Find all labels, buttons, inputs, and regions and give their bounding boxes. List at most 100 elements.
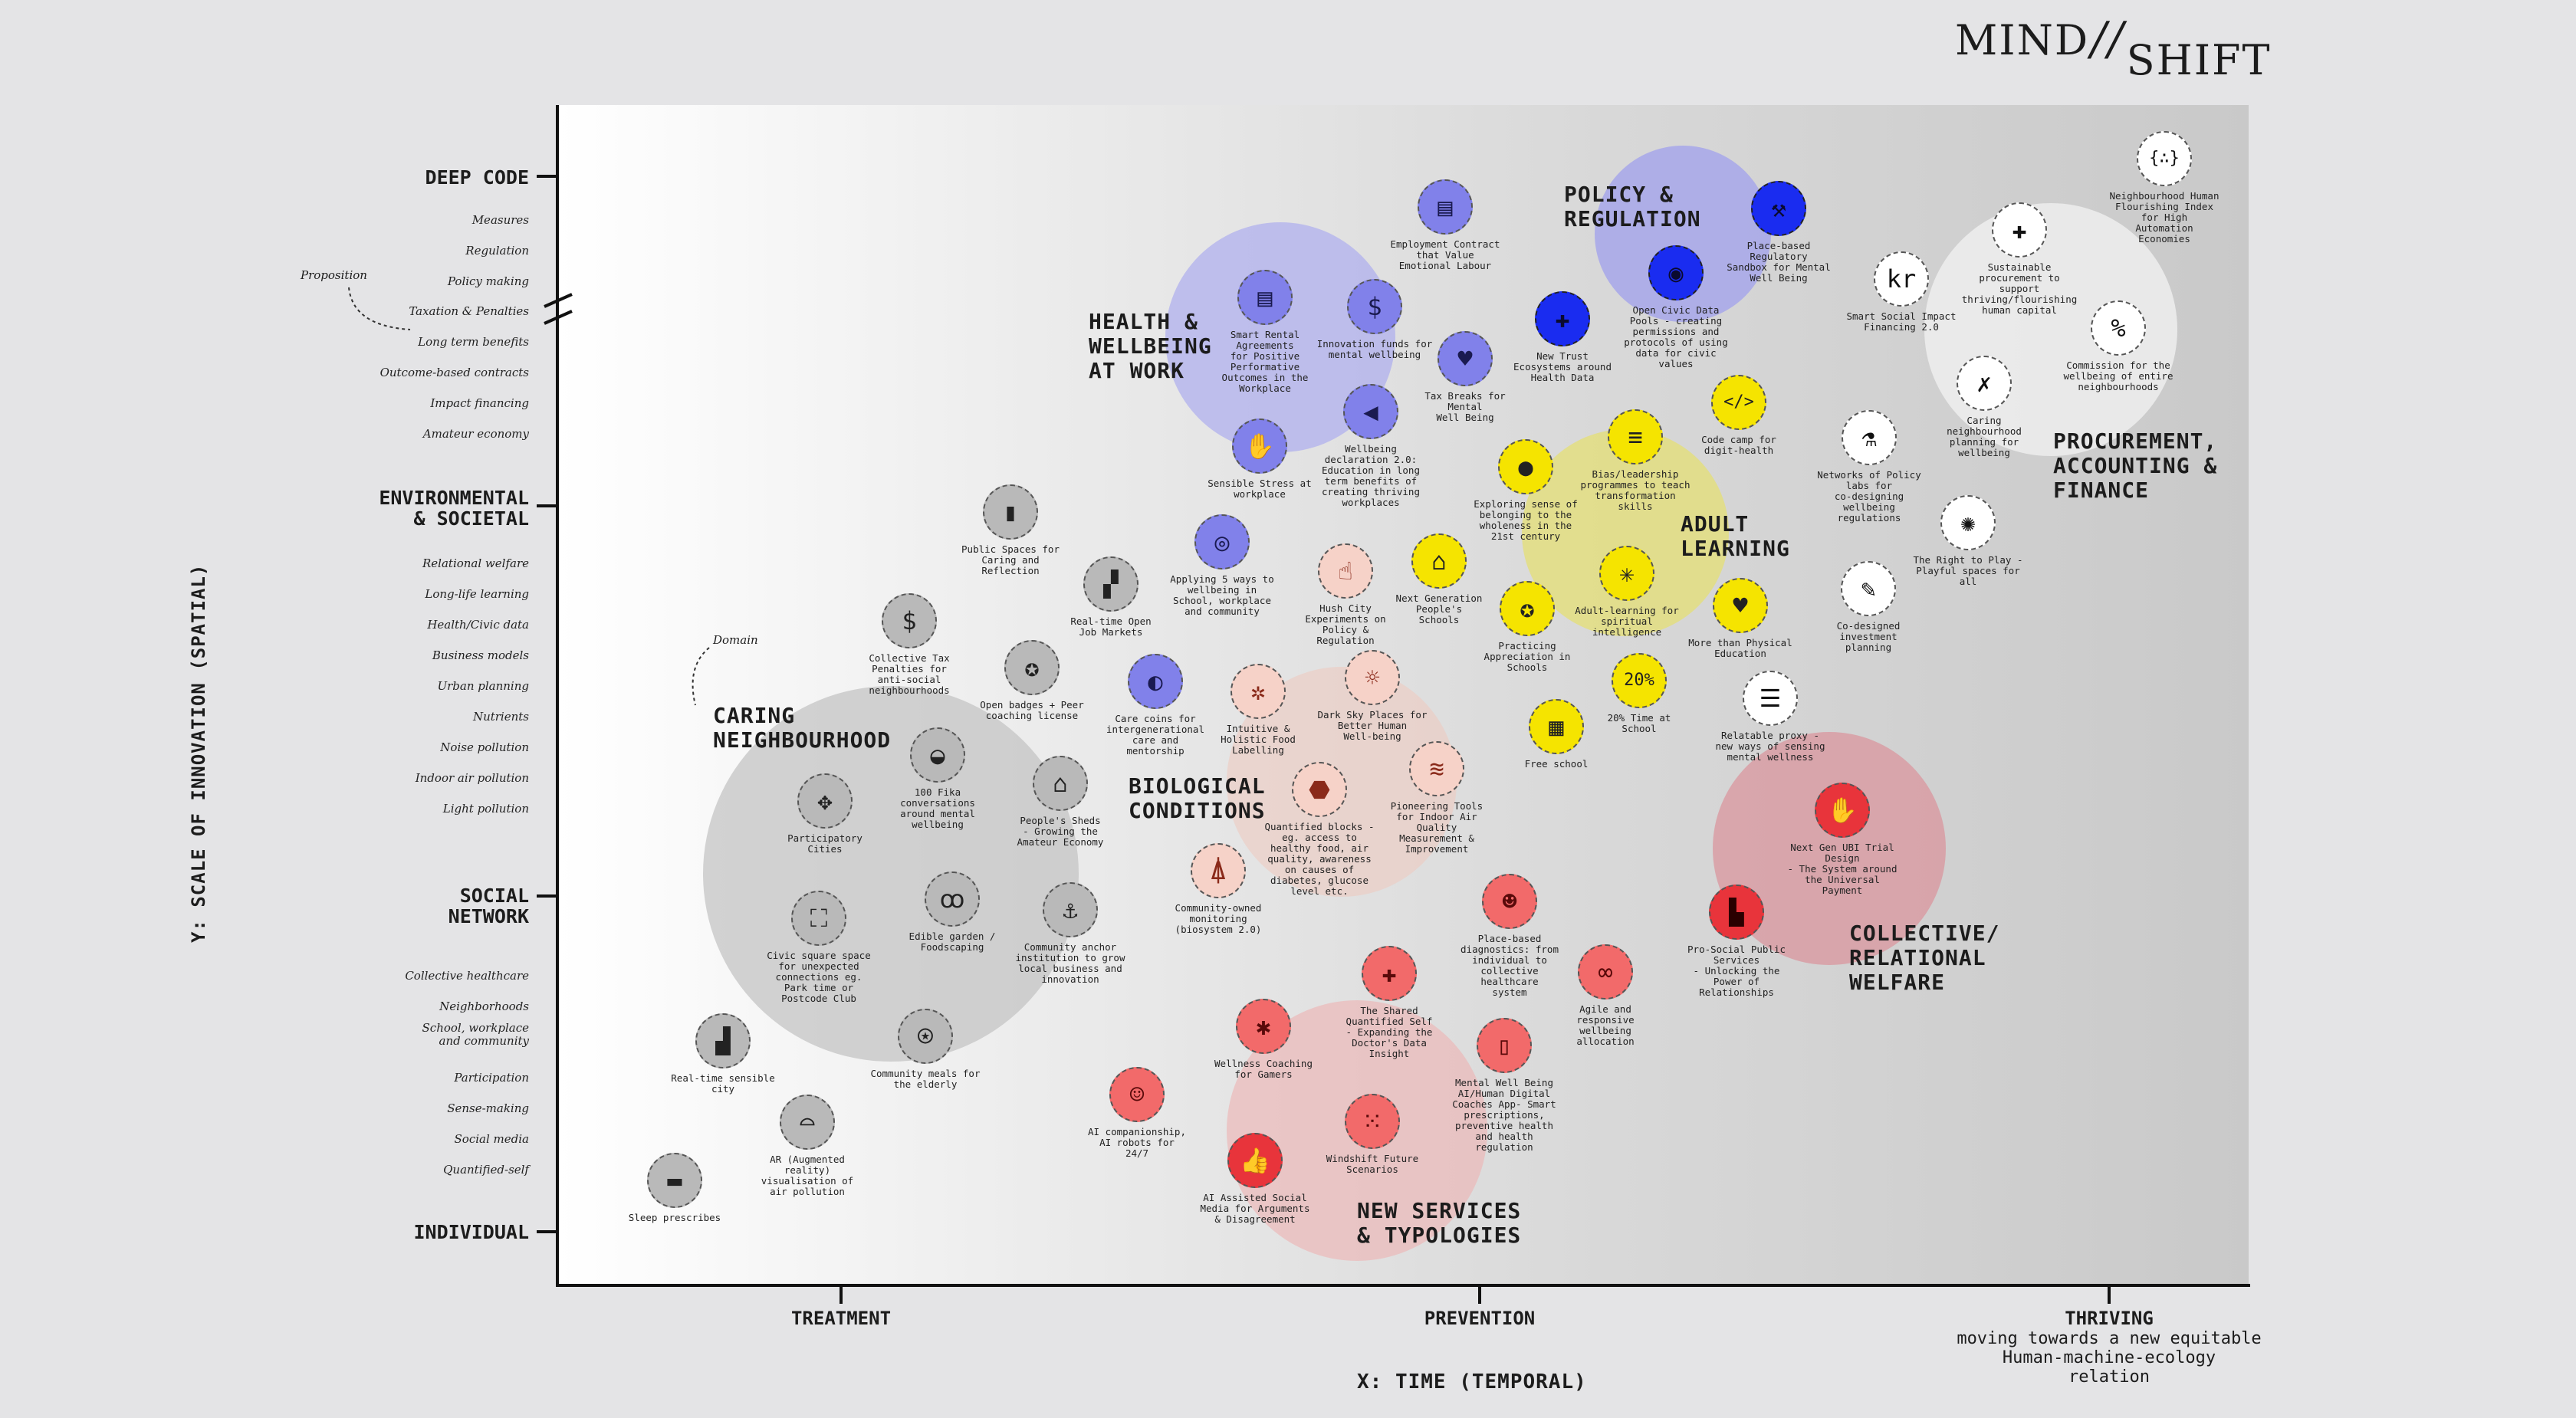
node-label: Open Civic Data Pools - creating permiss… (1624, 304, 1728, 369)
node-label: Free school (1524, 758, 1589, 770)
y-tick-individual (537, 1230, 557, 1233)
node-label: Place-based diagnostics: from individual… (1460, 933, 1559, 998)
block-icon: ⬣ (1292, 762, 1347, 817)
egg-icon: ● (1498, 439, 1553, 494)
logo-separator: // (2091, 12, 2125, 66)
node-label: Place-based Regulatory Sandbox for Menta… (1727, 240, 1831, 284)
node-label: Quantified blocks - eg. access to health… (1264, 821, 1375, 897)
axis-break-icon (544, 293, 573, 325)
y-minor-label: Measures (472, 213, 529, 227)
node-label: Sustainable procurement to support thriv… (1961, 261, 2078, 316)
air-icon: ≋ (1409, 741, 1464, 796)
location-icon: ◎ (1194, 514, 1250, 569)
cross-icon: ✚ (1362, 946, 1417, 1001)
y-minor-label: Relational welfare (422, 556, 529, 570)
y-minor-label: Business models (432, 648, 529, 662)
proposition-label: Proposition (301, 268, 367, 282)
bed-icon: ▬ (647, 1153, 702, 1208)
domain-label: Domain (713, 633, 758, 647)
node-label: Participatory Cities (787, 832, 863, 855)
pen-icon: ✎ (1841, 561, 1896, 616)
cluster-title-collective: COLLECTIVE/ RELATIONAL WELFARE (1849, 921, 2000, 995)
node-label: 20% Time at School (1607, 712, 1671, 734)
node-label: Bias/leadership programmes to teach tran… (1580, 468, 1691, 512)
antenna-icon: ⍋ (1191, 843, 1246, 898)
node-label: Community meals for the elderly (870, 1068, 981, 1090)
proposition-curve-icon (348, 287, 411, 330)
y-minor-label: Social media (454, 1132, 529, 1146)
node-label: Real-time sensible city (671, 1072, 775, 1095)
sensing-icon: ☰ (1743, 671, 1798, 726)
database-icon: ◉ (1648, 245, 1704, 300)
node-label: Adult-learning for spiritual intelligenc… (1575, 605, 1679, 638)
y-minor-label: Taxation & Penalties (409, 304, 529, 318)
y-label-deep-code: DEEP CODE (425, 166, 529, 189)
node-label: Smart Social Impact Financing 2.0 (1846, 310, 1957, 333)
health-data-icon: ✚ (1535, 291, 1590, 346)
network-icon: ✳ (1599, 546, 1654, 601)
jobs-icon: ▞ (1083, 556, 1138, 612)
robot-icon: ☺ (1109, 1067, 1165, 1122)
node-label: Code camp for digit-health (1701, 434, 1776, 456)
lines-icon: ≡ (1608, 409, 1663, 464)
public-services-icon: ▙ (1709, 885, 1764, 940)
node-label: Mental Well Being AI/Human Digital Coach… (1452, 1077, 1556, 1153)
cluster-title-procurement: PROCUREMENT, ACCOUNTING & FINANCE (2053, 428, 2218, 503)
y-tick-deep (537, 175, 557, 178)
meal-icon: ⍟ (898, 1009, 953, 1064)
y-minor-label: Neighborhoods (439, 999, 529, 1013)
x-axis-title: X: TIME (TEMPORAL) (1357, 1370, 1587, 1393)
node-label: Wellness Coaching for Gamers (1214, 1058, 1313, 1080)
y-minor-label: Quantified-self (443, 1163, 529, 1177)
square-icon: ⛶ (791, 891, 846, 946)
y-minor-label: Impact financing (430, 396, 529, 410)
phone-icon: ▯ (1477, 1018, 1532, 1073)
node-label: Applying 5 ways to wellbeing in School, … (1170, 573, 1274, 617)
building-icon: ▦ (1529, 699, 1584, 754)
document-icon: ▤ (1418, 179, 1473, 235)
people-icon: ☻ (1482, 874, 1537, 929)
node-label: Neighbourhood Human Flourishing Index fo… (2109, 190, 2220, 245)
y-tick-social (537, 894, 557, 898)
mindshift-logo: MIND//SHIFT (1955, 12, 2272, 84)
y-axis-line (556, 105, 559, 1287)
cluster-adult-bg (1522, 429, 1729, 636)
badge-icon: ✪ (1004, 640, 1060, 695)
node-label: Sleep prescribes (628, 1212, 721, 1223)
node-label: Intuitive & Holistic Food Labelling (1221, 723, 1296, 756)
y-minor-label: Regulation (465, 244, 529, 258)
y-label-individual: INDIVIDUAL (413, 1221, 529, 1243)
cluster-title-policy: POLICY & REGULATION (1564, 182, 1701, 231)
anchor-icon: ⚓ (1043, 882, 1098, 937)
node-label: Pro-Social Public Services - Unlocking t… (1687, 944, 1786, 998)
node-label: Networks of Policy labs for co-designing… (1817, 469, 1921, 524)
node-label: Employment Contract that Value Emotional… (1390, 238, 1500, 271)
node-label: The Shared Quantified Self - Expanding t… (1346, 1005, 1433, 1059)
planning-icon: ✗ (1957, 356, 2012, 411)
contract-icon: ▤ (1237, 270, 1293, 325)
x-label-treatment: TREATMENT (790, 1308, 892, 1329)
node-label: Edible garden / Foodscaping (909, 931, 996, 953)
node-label: Agile and responsive wellbeing allocatio… (1576, 1003, 1635, 1047)
node-label: People's Sheds - Growing the Amateur Eco… (1017, 815, 1104, 848)
y-minor-label: Indoor air pollution (415, 771, 529, 785)
node-label: New Trust Ecosystems around Health Data (1513, 350, 1612, 383)
node-label: Dark Sky Places for Better Human Well-be… (1317, 709, 1428, 742)
y-label-environmental: ENVIRONMENTAL & SOCIETAL (379, 487, 529, 530)
y-minor-label: Amateur economy (422, 427, 529, 441)
hush-icon: ☝ (1318, 543, 1373, 599)
dollar-search-icon: $ (1347, 279, 1402, 334)
x-label-prevention: PREVENTION (1424, 1308, 1536, 1329)
node-label: Real-time Open Job Markets (1070, 615, 1152, 638)
megaphone-icon: ◀ (1343, 384, 1398, 439)
medal-icon: ✪ (1500, 581, 1555, 636)
node-label: Innovation funds for mental wellbeing (1316, 338, 1433, 360)
y-minor-label: Policy making (447, 274, 529, 288)
x-tick-thriving (2108, 1287, 2111, 1304)
play-icon: ✺ (1940, 495, 1996, 550)
y-minor-label: Urban planning (437, 679, 529, 693)
y-minor-label: Sense-making (447, 1101, 529, 1115)
arrows-icon: ✥ (797, 773, 853, 829)
index-icon: {∴} (2137, 131, 2192, 186)
y-label-social-network: SOCIAL NETWORK (448, 885, 529, 927)
